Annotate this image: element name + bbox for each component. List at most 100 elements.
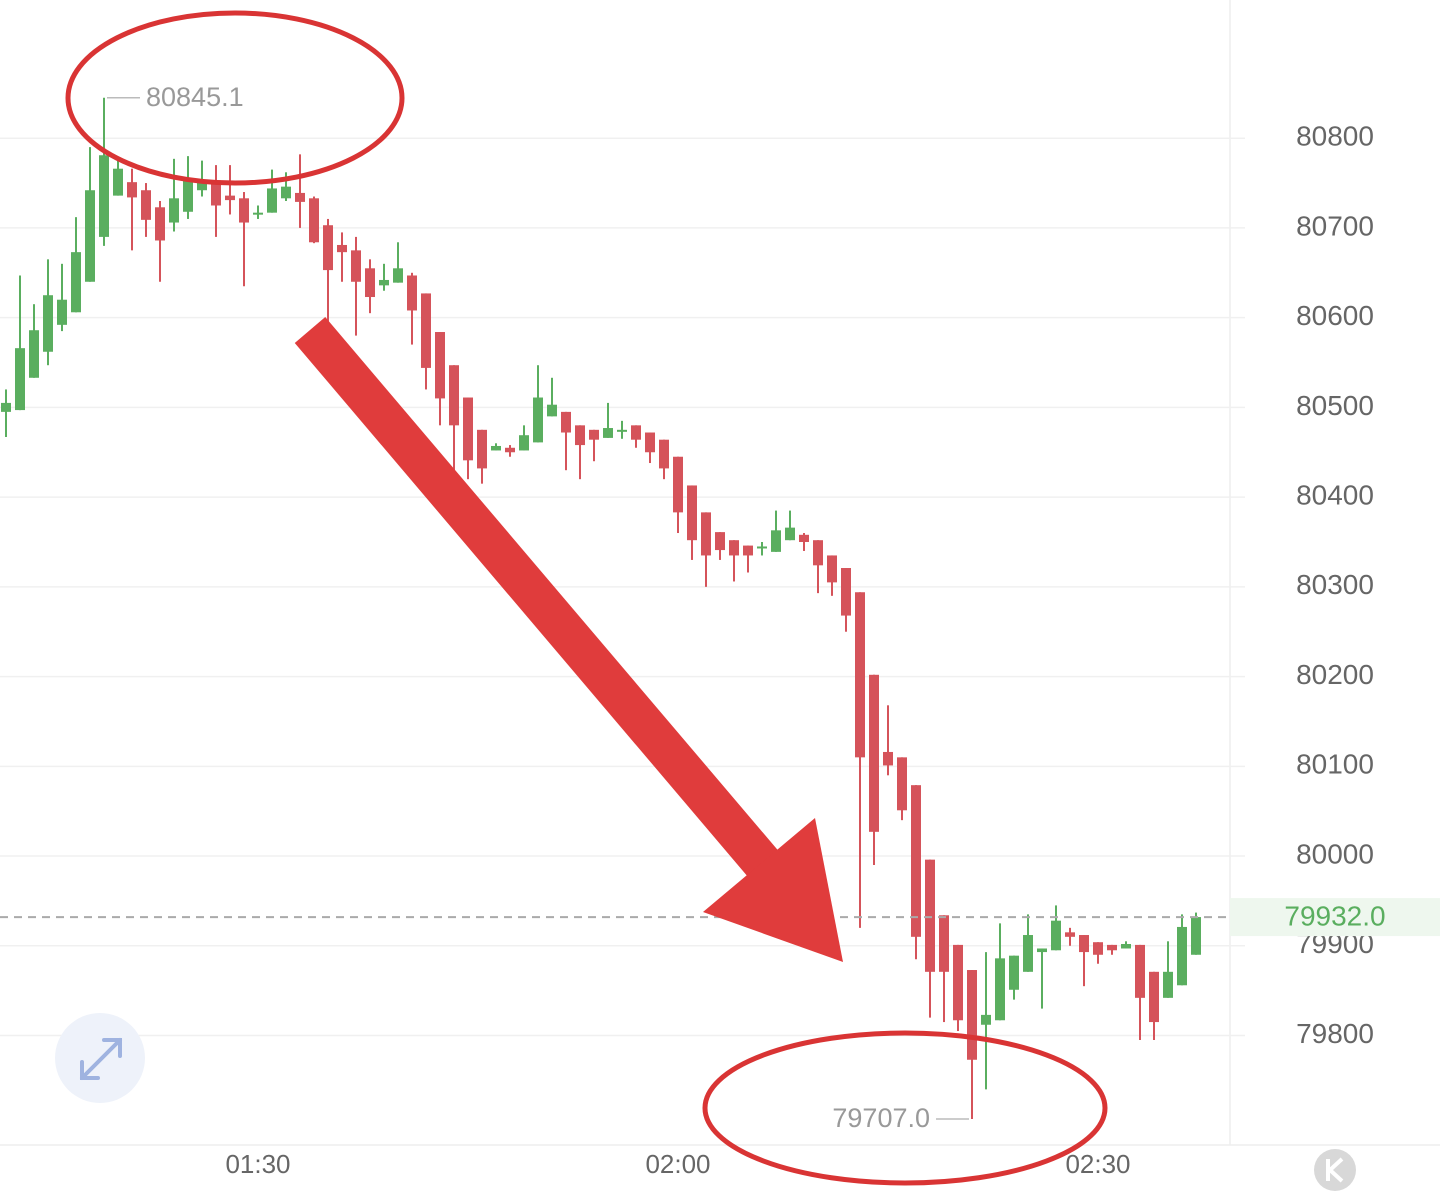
expand-button[interactable] bbox=[55, 1013, 145, 1103]
candle-body bbox=[295, 192, 305, 202]
candle-body bbox=[869, 674, 879, 832]
candle-body bbox=[57, 299, 67, 325]
candle-body bbox=[435, 332, 445, 399]
candle-body bbox=[1163, 971, 1173, 998]
candle-body bbox=[155, 207, 165, 241]
annotation-label: 79707.0 bbox=[832, 1103, 930, 1133]
candle-body bbox=[1177, 926, 1187, 986]
candle-body bbox=[491, 445, 501, 451]
candle-body bbox=[785, 527, 795, 541]
candle-body bbox=[729, 540, 739, 556]
candle-body bbox=[239, 198, 249, 223]
candle-body bbox=[939, 915, 949, 972]
candle-body bbox=[309, 198, 319, 243]
candle-body bbox=[967, 970, 977, 1060]
kline-icon[interactable] bbox=[1326, 1157, 1344, 1183]
candle-body bbox=[701, 512, 711, 556]
y-tick-label: 80700 bbox=[1296, 210, 1374, 241]
candle-body bbox=[757, 546, 767, 549]
candle-body bbox=[1065, 932, 1075, 937]
candle-body bbox=[225, 195, 235, 201]
candle-body bbox=[71, 252, 81, 313]
candle-body bbox=[351, 250, 361, 282]
candle-body bbox=[99, 155, 109, 237]
candle-body bbox=[1009, 955, 1019, 990]
candle-body bbox=[323, 225, 333, 271]
candle-body bbox=[673, 456, 683, 513]
candle-body bbox=[799, 534, 809, 542]
arrow-shaft bbox=[294, 317, 781, 879]
candles bbox=[1, 97, 1201, 1119]
annotation-label: 80845.1 bbox=[146, 82, 244, 112]
candle-body bbox=[365, 268, 375, 298]
annotation-overlay bbox=[65, 10, 1108, 1186]
candle-body bbox=[197, 180, 207, 191]
candle-body bbox=[561, 411, 571, 433]
candle-body bbox=[547, 404, 557, 417]
x-tick-label: 02:30 bbox=[1065, 1149, 1130, 1179]
candle-body bbox=[1107, 944, 1117, 951]
candle-body bbox=[589, 429, 599, 440]
candle-body bbox=[169, 198, 179, 223]
candle-body bbox=[421, 293, 431, 368]
x-tick-label: 02:00 bbox=[645, 1149, 710, 1179]
candle-body bbox=[897, 757, 907, 811]
highlight-ellipse bbox=[65, 10, 405, 186]
candle-body bbox=[827, 555, 837, 583]
y-tick-label: 80000 bbox=[1296, 838, 1374, 869]
candle-body bbox=[379, 279, 389, 286]
y-tick-label: 80500 bbox=[1296, 390, 1374, 421]
candle-body bbox=[43, 295, 53, 352]
candle-body bbox=[463, 397, 473, 461]
candle-body bbox=[113, 168, 123, 196]
candle-body bbox=[505, 447, 515, 453]
candle-body bbox=[519, 435, 529, 451]
kline-button-bg[interactable] bbox=[1314, 1149, 1356, 1191]
candle-body bbox=[127, 182, 137, 198]
candle-body bbox=[855, 592, 865, 758]
candle-body bbox=[575, 425, 585, 446]
candle-body bbox=[337, 244, 347, 253]
highlight-ellipse bbox=[702, 1030, 1108, 1186]
candle-body bbox=[687, 485, 697, 541]
candle-body bbox=[1191, 917, 1201, 955]
candle-body bbox=[603, 428, 613, 438]
last-price-label: 79932.0 bbox=[1284, 900, 1385, 931]
candle-body bbox=[1121, 943, 1131, 949]
candle-body bbox=[715, 532, 725, 551]
candle-body bbox=[953, 944, 963, 1021]
candle-body bbox=[645, 432, 655, 453]
candle-body bbox=[141, 190, 151, 220]
candle-body bbox=[1135, 944, 1145, 998]
y-tick-label: 80600 bbox=[1296, 300, 1374, 331]
y-tick-label: 80200 bbox=[1296, 659, 1374, 690]
candle-body bbox=[1149, 971, 1159, 1023]
candle-body bbox=[15, 348, 25, 411]
y-tick-label: 79800 bbox=[1296, 1018, 1374, 1049]
candle-body bbox=[253, 212, 263, 215]
candle-body bbox=[1079, 935, 1089, 953]
candle-body bbox=[1051, 920, 1061, 951]
candle-body bbox=[449, 365, 459, 426]
candle-body bbox=[813, 540, 823, 566]
candle-body bbox=[1093, 942, 1103, 955]
candle-body bbox=[29, 330, 39, 378]
candle-body bbox=[883, 751, 893, 766]
candle-body bbox=[617, 429, 627, 432]
candle-body bbox=[267, 188, 277, 213]
expand-icon[interactable] bbox=[80, 1038, 122, 1080]
candle-body bbox=[85, 190, 95, 282]
candle-body bbox=[477, 429, 487, 469]
candle-body bbox=[995, 958, 1005, 1021]
candle-body bbox=[1, 402, 11, 412]
candle-body bbox=[1037, 948, 1047, 953]
candle-body bbox=[771, 530, 781, 552]
candle-body bbox=[841, 568, 851, 616]
y-tick-label: 80800 bbox=[1296, 121, 1374, 152]
candle-body bbox=[631, 425, 641, 440]
kline-button[interactable] bbox=[1314, 1149, 1356, 1191]
grid bbox=[0, 137, 1245, 1037]
candle-body bbox=[533, 397, 543, 443]
